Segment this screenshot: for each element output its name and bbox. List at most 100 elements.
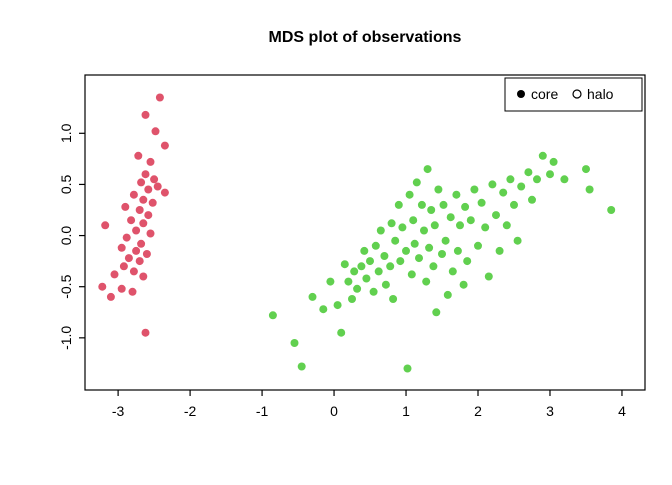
data-point-cluster-red	[141, 110, 150, 119]
data-point-cluster-green	[362, 274, 371, 283]
data-point-cluster-green	[560, 175, 569, 184]
data-point-cluster-red	[146, 157, 155, 166]
data-point-cluster-red	[129, 190, 138, 199]
data-point-cluster-green	[387, 219, 396, 228]
data-point-cluster-green	[441, 236, 450, 245]
data-point-cluster-green	[492, 211, 500, 220]
data-point-cluster-green	[466, 216, 475, 225]
data-point-cluster-green	[326, 277, 335, 286]
data-point-cluster-green	[432, 308, 441, 317]
x-tick-label: 0	[330, 403, 338, 419]
data-point-cluster-green	[407, 270, 416, 279]
data-point-cluster-green	[443, 290, 452, 299]
data-point-cluster-green	[380, 252, 389, 260]
data-point-cluster-green	[422, 277, 431, 286]
data-point-cluster-red	[155, 93, 164, 102]
legend-label-halo: halo	[587, 86, 614, 102]
data-point-cluster-red	[119, 262, 128, 271]
data-point-cluster-red	[141, 328, 150, 337]
data-point-cluster-red	[137, 178, 146, 187]
data-point-cluster-green	[607, 206, 616, 214]
data-point-cluster-green	[360, 246, 369, 255]
data-point-cluster-red	[101, 221, 110, 230]
data-point-cluster-green	[403, 364, 412, 373]
data-point-cluster-green	[371, 241, 380, 250]
data-point-cluster-green	[308, 292, 317, 301]
data-point-cluster-green	[396, 257, 405, 266]
data-point-cluster-red	[137, 239, 146, 248]
legend-label-core: core	[531, 86, 558, 102]
data-point-cluster-green	[410, 239, 419, 248]
y-tick-label: -0.5	[58, 274, 74, 298]
data-point-cluster-green	[344, 277, 353, 286]
x-tick-label: -1	[256, 403, 269, 419]
data-point-cluster-green	[290, 339, 299, 347]
data-point-cluster-green	[430, 221, 439, 230]
data-point-cluster-green	[481, 223, 490, 232]
data-point-cluster-red	[121, 202, 130, 211]
data-point-cluster-green	[456, 221, 464, 230]
data-point-cluster-red	[128, 287, 137, 296]
data-point-cluster-green	[474, 241, 482, 250]
data-point-cluster-green	[506, 175, 515, 184]
data-point-cluster-red	[98, 282, 107, 291]
data-point-cluster-green	[434, 185, 443, 194]
data-point-cluster-green	[582, 165, 590, 174]
data-point-cluster-green	[386, 262, 395, 271]
data-point-cluster-red	[132, 246, 141, 255]
plot-area: -3 -2 -1 0 1 2 3 4 -1.0 -0.5 0.0 0.5 1.0	[58, 74, 646, 419]
x-tick-label: 2	[474, 403, 482, 419]
data-point-cluster-green	[417, 200, 426, 209]
data-point-cluster-green	[477, 198, 486, 207]
core-filled-circle-icon	[517, 90, 525, 98]
data-point-cluster-red	[110, 270, 119, 279]
data-point-cluster-green	[333, 301, 342, 310]
data-point-cluster-green	[495, 246, 504, 255]
x-tick-label: -3	[112, 403, 125, 419]
data-point-cluster-red	[139, 272, 148, 281]
data-point-cluster-green	[452, 190, 461, 199]
data-point-cluster-green	[425, 243, 434, 252]
data-point-cluster-green	[538, 151, 547, 160]
data-point-cluster-red	[127, 216, 136, 225]
data-point-cluster-red	[144, 211, 153, 220]
data-point-cluster-red	[142, 250, 151, 258]
data-point-cluster-green	[517, 182, 526, 191]
data-point-cluster-green	[381, 280, 390, 289]
y-tick-label: 1.0	[58, 123, 74, 143]
data-point-cluster-green	[412, 178, 421, 187]
data-point-cluster-green	[402, 246, 410, 255]
data-point-cluster-green	[488, 180, 497, 189]
legend: core halo	[504, 77, 643, 112]
data-point-cluster-green	[340, 260, 349, 269]
data-point-cluster-red	[117, 284, 126, 293]
data-point-cluster-green	[357, 262, 366, 271]
data-point-cluster-green	[438, 250, 446, 258]
data-point-cluster-red	[146, 229, 155, 238]
data-point-cluster-green	[585, 185, 594, 194]
data-point-cluster-red	[122, 233, 131, 242]
data-point-cluster-green	[319, 305, 328, 314]
data-point-cluster-green	[366, 257, 374, 266]
data-point-cluster-green	[427, 206, 436, 214]
data-point-cluster-green	[549, 157, 558, 166]
y-tick-label: -1.0	[58, 326, 74, 350]
data-point-cluster-green	[376, 226, 385, 235]
data-point-cluster-green	[394, 200, 403, 209]
data-point-cluster-red	[144, 185, 153, 194]
data-point-cluster-green	[405, 190, 414, 199]
data-point-cluster-green	[513, 236, 522, 245]
data-point-cluster-red	[150, 175, 159, 184]
x-tick-label: -2	[184, 403, 197, 419]
data-point-cluster-green	[429, 262, 438, 271]
data-point-cluster-red	[134, 151, 143, 160]
data-point-cluster-green	[369, 287, 378, 296]
data-point-cluster-green	[524, 168, 533, 177]
data-point-cluster-green	[439, 200, 448, 209]
data-point-cluster-green	[350, 267, 359, 276]
data-point-cluster-red	[153, 182, 162, 191]
data-point-cluster-red	[124, 254, 133, 263]
data-point-cluster-green	[398, 223, 407, 232]
